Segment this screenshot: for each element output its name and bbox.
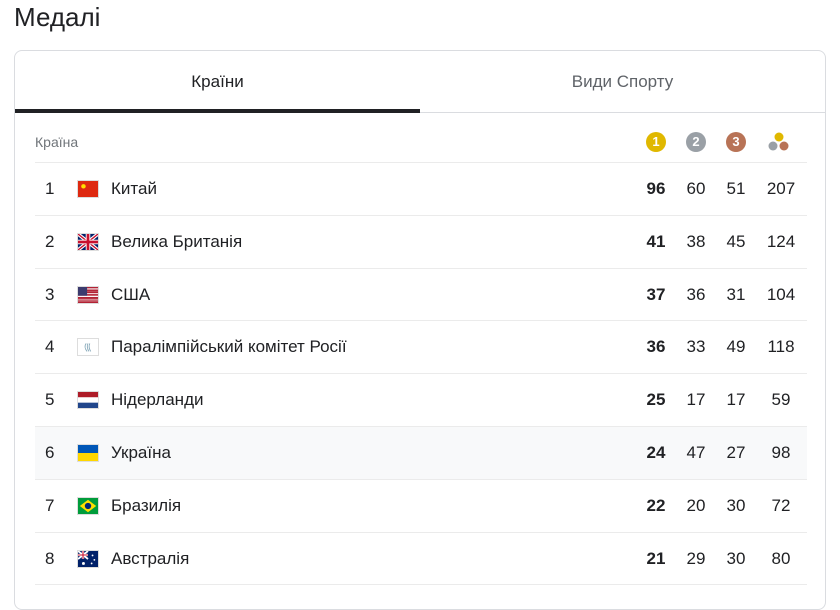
total-count: 124 [766,231,796,251]
country-name[interactable]: Бразилія [111,495,182,515]
tabs: Країни Види Спорту [15,51,825,113]
table-row[interactable]: 8 Австралія 21 29 30 80 [35,533,807,586]
rank: 6 [45,442,55,462]
flag-usa-icon [77,285,99,304]
bronze-count: 45 [726,231,746,251]
flag-brazil-icon [77,496,99,515]
rank: 8 [45,548,55,568]
gold-count: 37 [646,284,666,304]
rank: 1 [45,179,55,198]
flag-rpc-icon [77,338,99,357]
silver-medal-icon: 2 [686,132,706,152]
medals-card: Країни Види Спорту Країна 1 2 3 1 Китай … [14,50,826,610]
table-row[interactable]: 5 Нідерланди 25 17 17 59 [35,374,807,427]
country-name[interactable]: Китай [111,179,157,198]
total-count: 118 [767,337,795,357]
medals-total-icon [768,132,789,151]
bronze-count: 51 [726,179,746,198]
bronze-count: 30 [726,548,746,568]
rank: 4 [45,337,55,357]
flag-netherlands-icon [77,391,99,410]
bronze-count: 30 [726,495,746,515]
country-name[interactable]: Австралія [111,548,190,568]
silver-count: 20 [686,495,706,515]
gold-count: 36 [646,337,666,357]
medal-table: Країна 1 2 3 1 Китай 96 60 51 207 2 Велик… [35,113,807,586]
country-name[interactable]: Велика Британія [111,231,243,251]
country-name[interactable]: Паралімпійський комітет Росії [111,337,347,357]
total-count: 104 [766,284,796,304]
gold-count: 41 [646,231,666,251]
bronze-count: 17 [726,390,746,410]
gold-medal-icon: 1 [646,132,666,152]
silver-count: 47 [686,442,706,462]
page-title: Медалі [14,2,101,32]
silver-count: 60 [686,179,706,198]
total-count: 72 [771,495,791,515]
gold-count: 21 [646,548,666,568]
gold-count: 25 [646,390,666,410]
table-row[interactable]: 3 США 37 36 31 104 [35,269,807,322]
tab-countries[interactable]: Країни [15,51,420,113]
country-name[interactable]: Україна [111,442,171,462]
total-count: 207 [766,179,796,198]
tab-sports[interactable]: Види Спорту [571,72,674,91]
total-count: 59 [771,390,791,410]
gold-count: 22 [646,495,666,515]
table-row[interactable]: 4 Паралімпійський комітет Росії 36 33 49… [35,321,807,375]
bronze-count: 49 [726,337,746,357]
total-count: 98 [771,442,791,462]
gold-count: 96 [646,179,666,198]
flag-china-icon [77,180,99,198]
table-row[interactable]: 7 Бразилія 22 20 30 72 [35,480,807,533]
bronze-count: 27 [726,442,746,462]
rank: 7 [45,495,55,515]
flag-ukraine-icon [77,443,99,462]
total-count: 80 [771,548,791,568]
bronze-count: 31 [726,284,746,304]
flag-australia-icon [77,549,99,568]
table-header: Країна 1 2 3 [35,113,807,163]
table-row[interactable]: 1 Китай 96 60 51 207 [35,163,807,216]
rank: 2 [45,231,55,251]
gold-count: 24 [646,442,666,462]
silver-count: 33 [686,337,706,357]
silver-count: 17 [686,390,706,410]
silver-count: 38 [686,231,706,251]
bronze-medal-icon: 3 [726,132,746,152]
rank: 3 [45,284,55,304]
table-row[interactable]: 2 Велика Британія 41 38 45 124 [35,216,807,269]
silver-count: 29 [686,548,706,568]
country-name[interactable]: США [111,284,151,304]
silver-count: 36 [686,284,706,304]
flag-uk-icon [77,232,99,251]
rank: 5 [45,390,55,410]
table-row[interactable]: 6 Україна 24 47 27 98 [35,426,807,480]
country-name[interactable]: Нідерланди [111,390,204,410]
country-column-header: Країна [35,134,79,150]
